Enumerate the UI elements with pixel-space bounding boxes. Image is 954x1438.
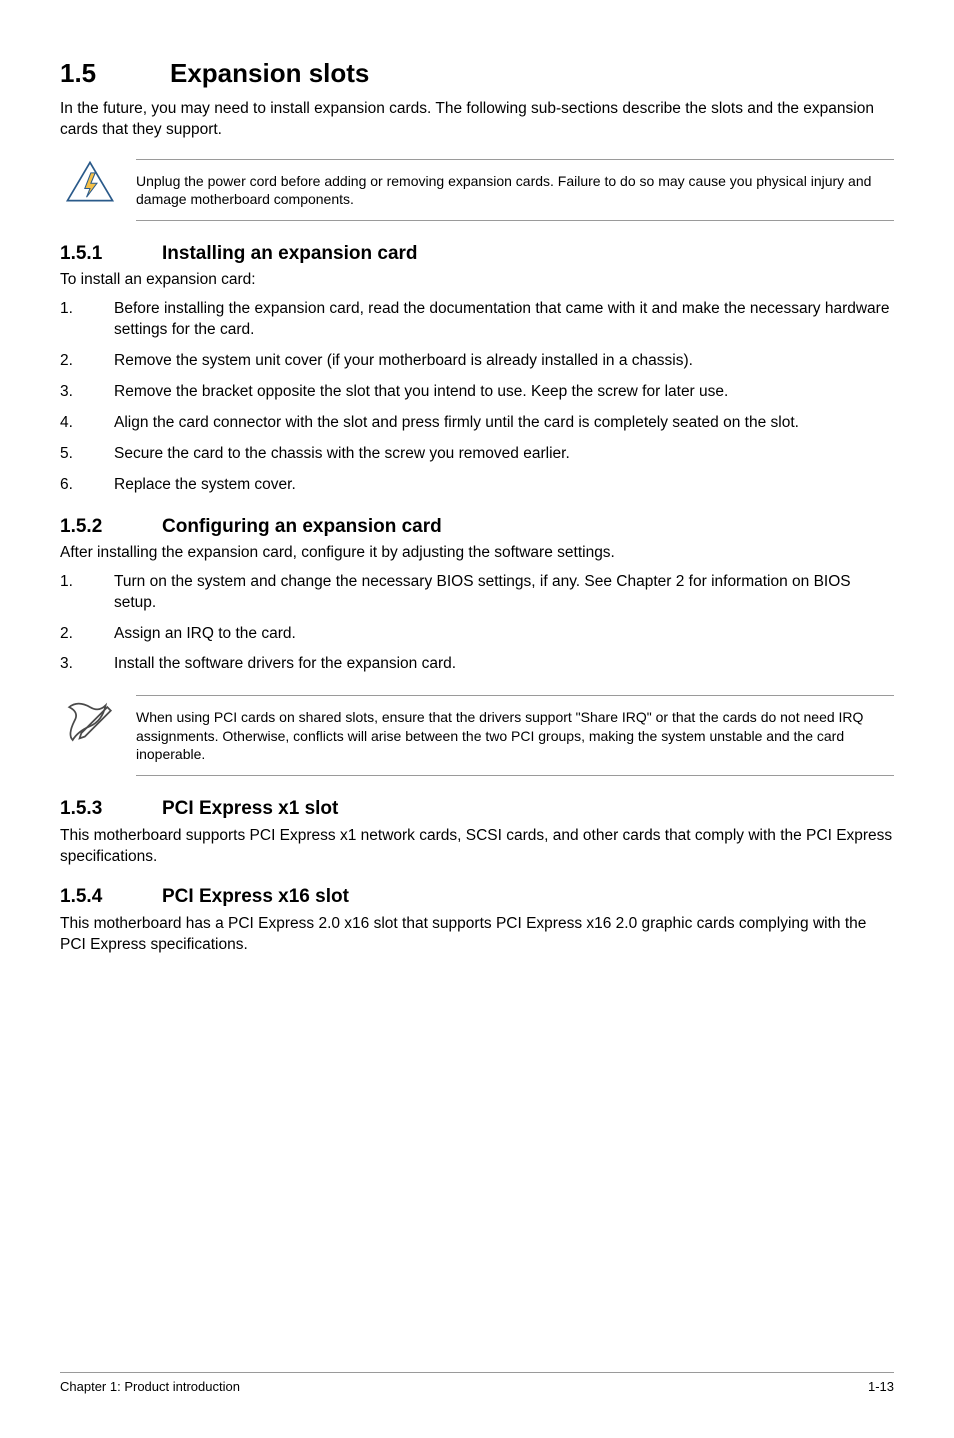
list-item: Align the card connector with the slot a… — [60, 413, 894, 434]
note-callout: When using PCI cards on shared slots, en… — [60, 695, 894, 776]
lead-text: After installing the expansion card, con… — [60, 544, 894, 562]
body-paragraph: This motherboard has a PCI Express 2.0 x… — [60, 914, 894, 956]
section-heading: 1.5Expansion slots — [60, 58, 894, 89]
footer-chapter: Chapter 1: Product introduction — [60, 1379, 240, 1394]
list-item: Turn on the system and change the necess… — [60, 572, 894, 614]
subsection-heading: 1.5.2Configuring an expansion card — [60, 516, 894, 538]
steps-list: Before installing the expansion card, re… — [60, 299, 894, 495]
list-item: Install the software drivers for the exp… — [60, 654, 894, 675]
steps-list: Turn on the system and change the necess… — [60, 572, 894, 676]
warning-text: Unplug the power cord before adding or r… — [136, 159, 894, 221]
page-footer: Chapter 1: Product introduction 1-13 — [60, 1372, 894, 1394]
subsection-title: Installing an expansion card — [162, 243, 418, 264]
subsection-number: 1.5.2 — [60, 516, 162, 538]
intro-paragraph: In the future, you may need to install e… — [60, 99, 894, 141]
subsection-title: PCI Express x1 slot — [162, 798, 338, 819]
body-paragraph: This motherboard supports PCI Express x1… — [60, 826, 894, 868]
list-item: Remove the bracket opposite the slot tha… — [60, 382, 894, 403]
list-item: Remove the system unit cover (if your mo… — [60, 351, 894, 372]
section-title: Expansion slots — [170, 58, 369, 88]
list-item: Before installing the expansion card, re… — [60, 299, 894, 341]
subsection-heading: 1.5.3PCI Express x1 slot — [60, 798, 894, 820]
lightning-warning-icon — [64, 159, 116, 211]
footer-page-number: 1-13 — [868, 1379, 894, 1394]
subsection-number: 1.5.1 — [60, 243, 162, 265]
note-text: When using PCI cards on shared slots, en… — [136, 695, 894, 776]
section-number: 1.5 — [60, 58, 170, 89]
subsection-heading: 1.5.4PCI Express x16 slot — [60, 886, 894, 908]
subsection-number: 1.5.3 — [60, 798, 162, 820]
list-item: Secure the card to the chassis with the … — [60, 444, 894, 465]
subsection-number: 1.5.4 — [60, 886, 162, 908]
subsection-title: PCI Express x16 slot — [162, 886, 349, 907]
warning-callout: Unplug the power cord before adding or r… — [60, 159, 894, 221]
lead-text: To install an expansion card: — [60, 271, 894, 289]
subsection-title: Configuring an expansion card — [162, 516, 442, 537]
list-item: Assign an IRQ to the card. — [60, 624, 894, 645]
subsection-heading: 1.5.1Installing an expansion card — [60, 243, 894, 265]
list-item: Replace the system cover. — [60, 475, 894, 496]
note-pen-icon — [64, 695, 116, 747]
